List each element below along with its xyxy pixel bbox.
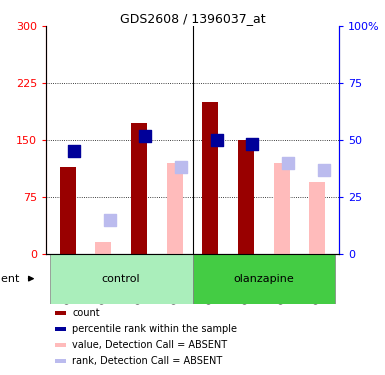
Bar <box>60 166 75 254</box>
Bar <box>203 102 218 254</box>
Bar <box>55 344 66 347</box>
Point <box>71 148 77 154</box>
Text: count: count <box>72 308 100 318</box>
Point <box>142 133 148 139</box>
Text: olanzapine: olanzapine <box>233 274 294 284</box>
Text: control: control <box>102 274 141 284</box>
Bar <box>274 163 290 254</box>
Bar <box>167 163 182 254</box>
Bar <box>310 182 325 254</box>
Point <box>178 164 184 170</box>
Text: percentile rank within the sample: percentile rank within the sample <box>72 324 237 334</box>
Bar <box>55 327 66 331</box>
Point <box>321 167 327 173</box>
Bar <box>192 254 335 303</box>
Title: GDS2608 / 1396037_at: GDS2608 / 1396037_at <box>120 12 265 25</box>
Text: agent: agent <box>0 274 20 284</box>
Text: value, Detection Call = ABSENT: value, Detection Call = ABSENT <box>72 340 227 350</box>
Point <box>285 160 291 166</box>
Bar <box>55 359 66 363</box>
Bar <box>50 254 192 303</box>
Bar <box>238 140 254 254</box>
Text: rank, Detection Call = ABSENT: rank, Detection Call = ABSENT <box>72 356 223 366</box>
Bar <box>55 311 66 315</box>
Point <box>214 137 220 143</box>
Point <box>107 217 113 223</box>
Bar <box>95 242 111 254</box>
Bar <box>131 123 147 254</box>
Point <box>249 141 255 147</box>
